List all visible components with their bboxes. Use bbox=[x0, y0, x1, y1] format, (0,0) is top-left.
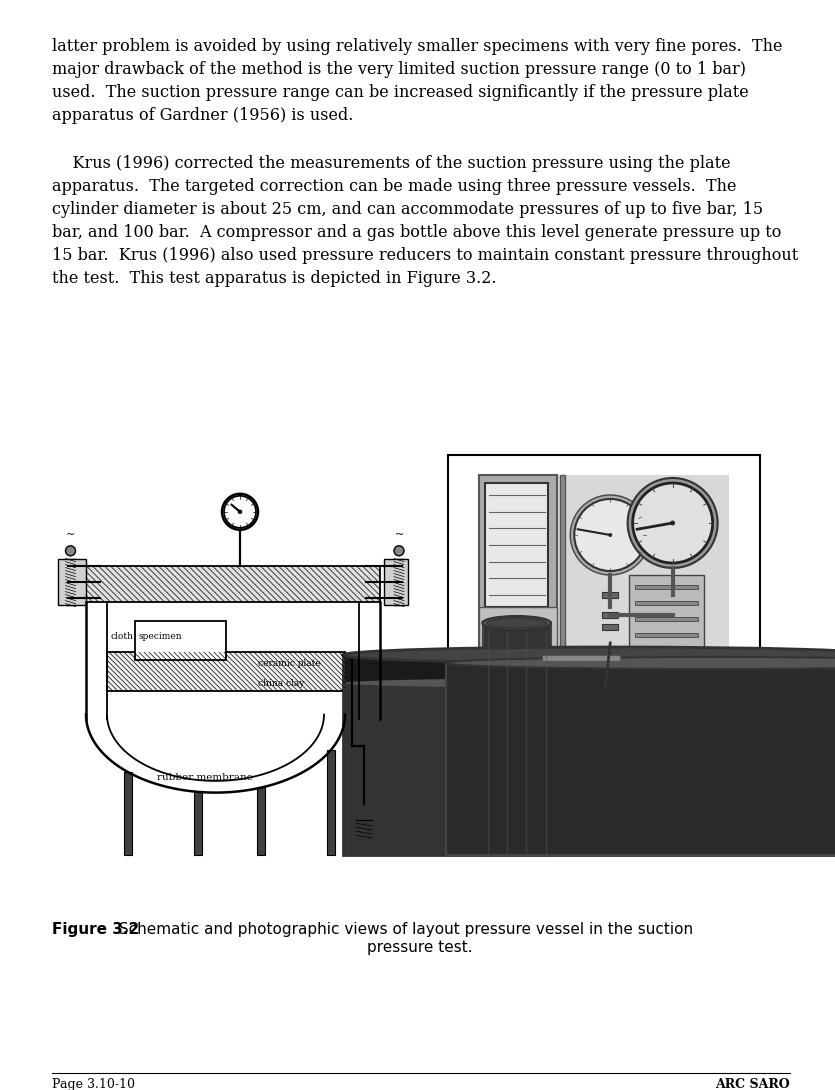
Text: cylinder diameter is about 25 cm, and can accommodate pressures of up to five ba: cylinder diameter is about 25 cm, and ca… bbox=[52, 201, 763, 218]
Bar bbox=[483, 623, 551, 855]
Text: ARC SARO: ARC SARO bbox=[716, 1078, 790, 1090]
Bar bbox=[394, 558, 404, 605]
Bar bbox=[448, 687, 760, 855]
Text: bar, and 100 bar.  A compressor and a gas bottle above this level generate press: bar, and 100 bar. A compressor and a gas… bbox=[52, 225, 782, 241]
Ellipse shape bbox=[446, 657, 835, 669]
Circle shape bbox=[239, 510, 241, 513]
Text: Page 3.10-10: Page 3.10-10 bbox=[52, 1078, 135, 1090]
Bar bbox=[257, 787, 265, 855]
Circle shape bbox=[222, 494, 258, 530]
Bar bbox=[383, 558, 408, 605]
Ellipse shape bbox=[342, 647, 835, 663]
Bar bbox=[448, 455, 760, 855]
Text: apparatus of Gardner (1956) is used.: apparatus of Gardner (1956) is used. bbox=[52, 107, 353, 124]
Ellipse shape bbox=[345, 678, 835, 688]
Text: Figure 3.2: Figure 3.2 bbox=[52, 922, 139, 937]
Bar bbox=[107, 652, 345, 691]
Text: apparatus.  The targeted correction can be made using three pressure vessels.  T: apparatus. The targeted correction can b… bbox=[52, 178, 736, 195]
Ellipse shape bbox=[488, 618, 546, 628]
Text: used.  The suction pressure range can be increased significantly if the pressure: used. The suction pressure range can be … bbox=[52, 84, 749, 101]
Bar bbox=[124, 773, 132, 855]
Circle shape bbox=[574, 499, 646, 571]
Bar bbox=[542, 655, 620, 661]
Circle shape bbox=[671, 521, 676, 525]
Circle shape bbox=[65, 546, 75, 556]
Bar bbox=[327, 750, 335, 855]
Bar bbox=[479, 475, 729, 687]
Bar bbox=[343, 655, 835, 855]
Bar bbox=[479, 607, 557, 647]
Ellipse shape bbox=[483, 616, 551, 630]
Bar bbox=[485, 483, 548, 607]
Text: the test.  This test apparatus is depicted in Figure 3.2.: the test. This test apparatus is depicte… bbox=[52, 270, 497, 287]
Text: Krus (1996) corrected the measurements of the suction pressure using the plate: Krus (1996) corrected the measurements o… bbox=[52, 155, 731, 172]
Text: Schematic and photographic views of layout pressure vessel in the suction: Schematic and photographic views of layo… bbox=[114, 922, 693, 937]
Bar bbox=[635, 617, 697, 621]
Text: 15 bar.  Krus (1996) also used pressure reducers to maintain constant pressure t: 15 bar. Krus (1996) also used pressure r… bbox=[52, 247, 798, 264]
Bar bbox=[635, 633, 697, 637]
Text: pressure test.: pressure test. bbox=[367, 940, 473, 955]
Bar bbox=[65, 558, 75, 605]
Bar bbox=[629, 576, 704, 655]
Bar bbox=[635, 585, 697, 589]
Text: ceramic plate: ceramic plate bbox=[257, 659, 321, 668]
Text: rubber membrane: rubber membrane bbox=[157, 773, 253, 782]
Circle shape bbox=[633, 483, 712, 564]
Text: china clay: china clay bbox=[257, 679, 304, 688]
Circle shape bbox=[394, 546, 404, 556]
Text: specimen: specimen bbox=[139, 632, 182, 641]
Bar bbox=[135, 621, 226, 661]
Text: latter problem is avoided by using relatively smaller specimens with very fine p: latter problem is avoided by using relat… bbox=[52, 38, 782, 54]
Text: major drawback of the method is the very limited suction pressure range (0 to 1 : major drawback of the method is the very… bbox=[52, 61, 746, 78]
Bar bbox=[194, 791, 202, 855]
Bar bbox=[58, 558, 86, 605]
Bar bbox=[346, 683, 835, 855]
Text: ~: ~ bbox=[66, 530, 75, 541]
Circle shape bbox=[224, 496, 256, 528]
Bar bbox=[560, 475, 565, 687]
Bar bbox=[86, 567, 380, 602]
Text: cloth: cloth bbox=[110, 632, 134, 641]
Bar bbox=[635, 601, 697, 605]
Bar bbox=[602, 592, 618, 598]
Bar bbox=[479, 475, 557, 675]
Text: ~: ~ bbox=[394, 530, 403, 541]
Bar bbox=[355, 804, 373, 839]
Circle shape bbox=[628, 479, 717, 568]
Circle shape bbox=[570, 495, 650, 576]
Bar bbox=[446, 663, 835, 855]
Bar bbox=[602, 623, 618, 630]
Bar bbox=[602, 611, 618, 618]
Circle shape bbox=[608, 533, 612, 537]
